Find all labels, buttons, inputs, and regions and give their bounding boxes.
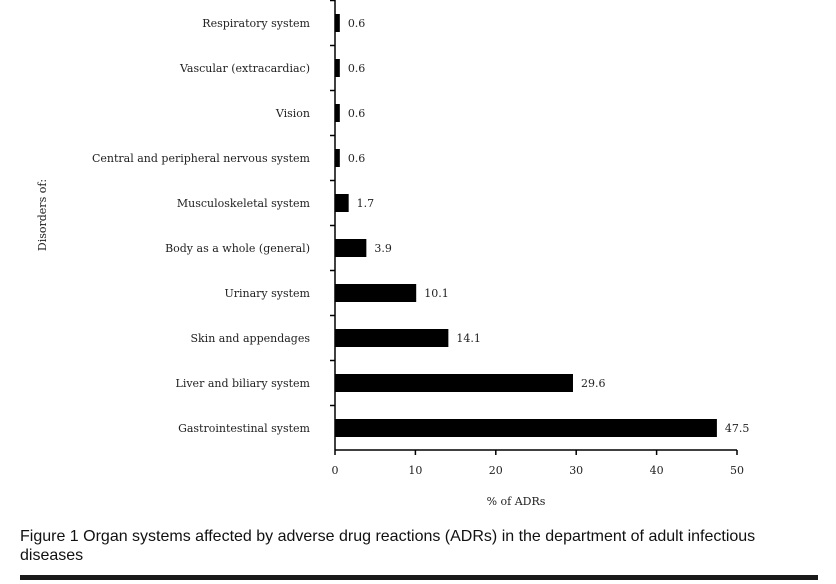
- data-label: 0.6: [348, 107, 366, 120]
- bar: [335, 149, 340, 167]
- bar: [335, 284, 417, 302]
- category-label: Vascular (extracardiac): [179, 62, 310, 75]
- x-tick-label: 20: [489, 464, 503, 477]
- data-label: 0.6: [348, 17, 366, 30]
- y-axis-title: Disorders of:: [36, 179, 49, 251]
- bar: [335, 104, 340, 122]
- x-tick-label: 50: [730, 464, 744, 477]
- data-label: 0.6: [348, 152, 366, 165]
- bar: [335, 59, 340, 77]
- category-label: Body as a whole (general): [165, 242, 310, 255]
- bar: [335, 239, 367, 257]
- category-label: Respiratory system: [202, 17, 310, 30]
- category-label: Urinary system: [224, 287, 310, 300]
- category-label: Skin and appendages: [190, 332, 310, 345]
- x-axis-title: % of ADRs: [487, 495, 546, 508]
- data-label: 10.1: [424, 287, 449, 300]
- x-tick-label: 0: [332, 464, 339, 477]
- category-label: Gastrointestinal system: [178, 422, 310, 435]
- bottom-rule: [20, 575, 818, 580]
- bar: [335, 329, 449, 347]
- data-label: 0.6: [348, 62, 366, 75]
- x-tick-label: 30: [569, 464, 583, 477]
- bar: [335, 374, 573, 392]
- data-label: 14.1: [456, 332, 481, 345]
- bar: [335, 194, 349, 212]
- bar: [335, 14, 340, 32]
- data-label: 47.5: [725, 422, 750, 435]
- category-label: Liver and biliary system: [176, 377, 311, 390]
- category-label: Vision: [275, 107, 310, 120]
- bar-chart: 0 10 20 30 40 50 Respiratory system 0.6 Vascular…: [36, 0, 750, 508]
- data-label: 1.7: [357, 197, 375, 210]
- data-label: 3.9: [374, 242, 392, 255]
- bar: [335, 419, 717, 437]
- x-tick-label: 10: [408, 464, 422, 477]
- figure-caption: Figure 1 Organ systems affected by adver…: [20, 528, 756, 564]
- category-label: Central and peripheral nervous system: [92, 152, 311, 165]
- x-tick-label: 40: [650, 464, 664, 477]
- category-label: Musculoskeletal system: [177, 197, 311, 210]
- data-label: 29.6: [581, 377, 606, 390]
